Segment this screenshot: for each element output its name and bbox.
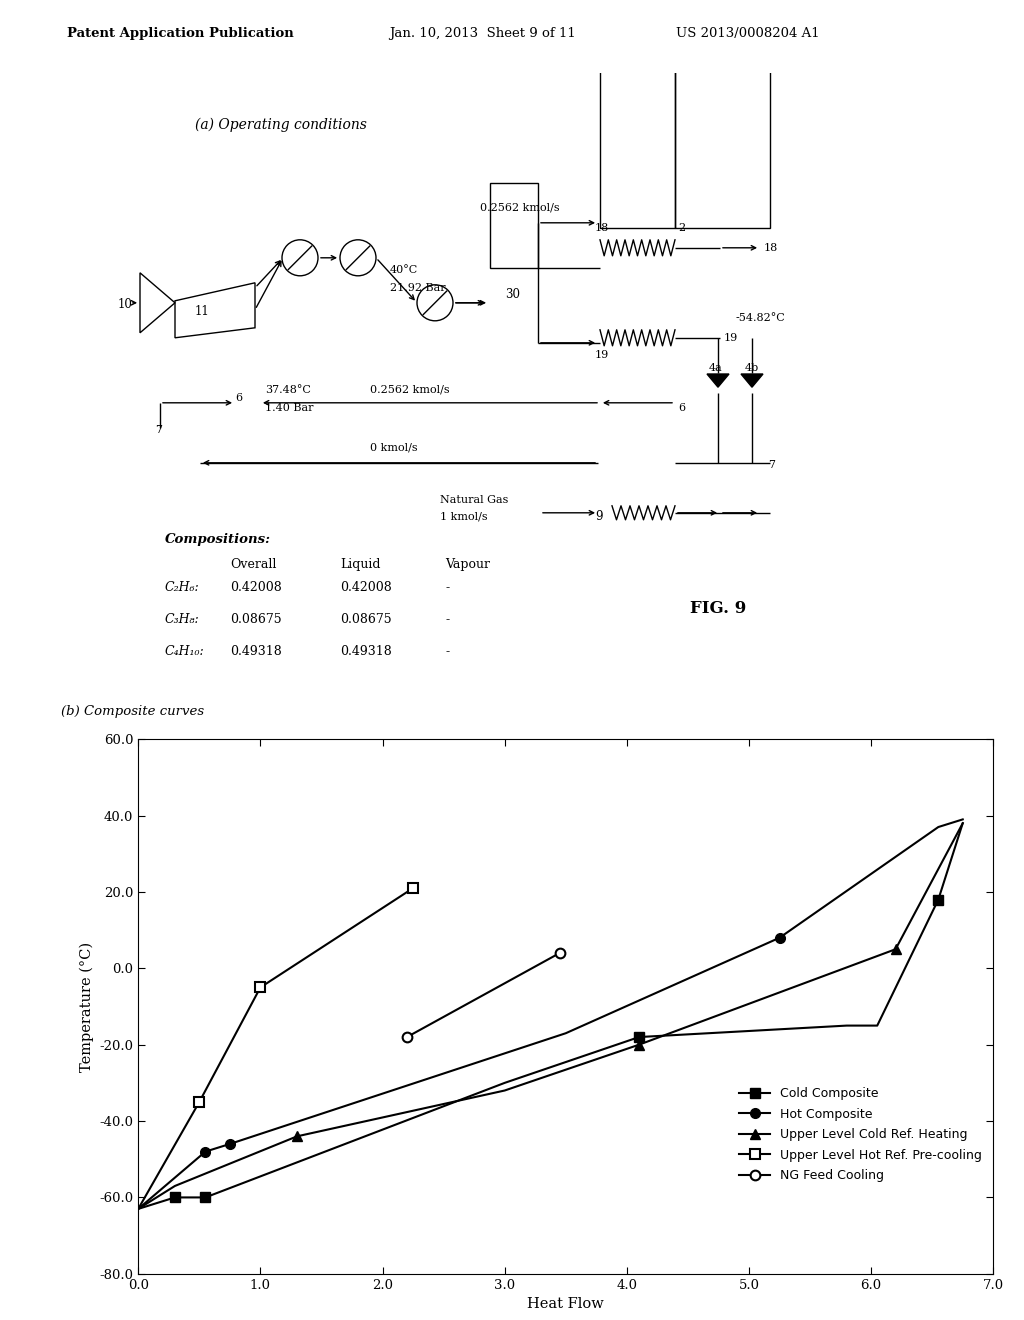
X-axis label: Heat Flow: Heat Flow bbox=[527, 1298, 604, 1311]
Text: 7: 7 bbox=[155, 425, 162, 434]
Text: C₃H₈:: C₃H₈: bbox=[165, 612, 200, 626]
Text: 21.92 Bar: 21.92 Bar bbox=[390, 282, 445, 293]
Text: Jan. 10, 2013  Sheet 9 of 11: Jan. 10, 2013 Sheet 9 of 11 bbox=[389, 26, 575, 40]
Text: 18: 18 bbox=[595, 223, 609, 232]
Text: 6: 6 bbox=[678, 403, 685, 413]
Text: 0.42008: 0.42008 bbox=[340, 581, 392, 594]
Y-axis label: Temperature (°C): Temperature (°C) bbox=[79, 941, 94, 1072]
Bar bbox=[675, 0, 770, 228]
Text: 1 kmol/s: 1 kmol/s bbox=[440, 512, 487, 521]
Circle shape bbox=[417, 285, 453, 321]
Text: (a) Operating conditions: (a) Operating conditions bbox=[195, 117, 367, 132]
Text: 0.2562 kmol/s: 0.2562 kmol/s bbox=[480, 203, 560, 213]
Circle shape bbox=[282, 240, 318, 276]
Text: (b) Composite curves: (b) Composite curves bbox=[61, 705, 205, 718]
Text: 19: 19 bbox=[595, 350, 609, 360]
Circle shape bbox=[340, 240, 376, 276]
Text: 4b: 4b bbox=[745, 363, 759, 372]
Text: 0.42008: 0.42008 bbox=[230, 581, 282, 594]
Upper Level Hot Ref. Pre-cooling bbox=[194, 1094, 206, 1110]
NG Feed Cooling bbox=[554, 945, 566, 961]
Text: 0.08675: 0.08675 bbox=[340, 612, 391, 626]
Upper Level Cold Ref. Heating bbox=[633, 1036, 645, 1052]
Upper Level Cold Ref. Heating bbox=[890, 941, 902, 957]
Line: Upper Level Hot Ref. Pre-cooling: Upper Level Hot Ref. Pre-cooling bbox=[195, 883, 418, 1107]
Text: -: - bbox=[445, 612, 450, 626]
Bar bbox=[490, 182, 538, 268]
Text: -: - bbox=[445, 644, 450, 657]
Text: Liquid: Liquid bbox=[340, 558, 381, 570]
Text: 11: 11 bbox=[195, 305, 210, 318]
Legend: Cold Composite, Hot Composite, Upper Level Cold Ref. Heating, Upper Level Hot Re: Cold Composite, Hot Composite, Upper Lev… bbox=[734, 1082, 987, 1188]
Text: 0.08675: 0.08675 bbox=[230, 612, 282, 626]
Text: 0.49318: 0.49318 bbox=[340, 644, 392, 657]
Text: Compositions:: Compositions: bbox=[165, 533, 271, 545]
Text: 30: 30 bbox=[505, 288, 520, 301]
Text: -54.82°C: -54.82°C bbox=[736, 313, 785, 323]
Text: C₄H₁₀:: C₄H₁₀: bbox=[165, 644, 205, 657]
Text: 18: 18 bbox=[764, 243, 778, 253]
Text: 4a: 4a bbox=[709, 363, 723, 372]
Text: 9: 9 bbox=[595, 510, 602, 523]
Upper Level Hot Ref. Pre-cooling bbox=[407, 880, 419, 896]
Line: Upper Level Cold Ref. Heating: Upper Level Cold Ref. Heating bbox=[292, 944, 900, 1142]
Text: 0.2562 kmol/s: 0.2562 kmol/s bbox=[370, 385, 450, 395]
Text: 2: 2 bbox=[678, 223, 685, 232]
Text: -: - bbox=[445, 581, 450, 594]
Text: 40°C: 40°C bbox=[390, 265, 418, 275]
Text: Vapour: Vapour bbox=[445, 558, 490, 570]
Upper Level Cold Ref. Heating bbox=[291, 1129, 303, 1144]
Text: 37.48°C: 37.48°C bbox=[265, 385, 311, 395]
Text: Natural Gas: Natural Gas bbox=[440, 495, 508, 504]
Text: C₂H₆:: C₂H₆: bbox=[165, 581, 200, 594]
Text: Patent Application Publication: Patent Application Publication bbox=[67, 26, 293, 40]
Text: 7: 7 bbox=[768, 459, 775, 470]
Text: 6: 6 bbox=[234, 393, 242, 403]
Polygon shape bbox=[741, 374, 763, 387]
Upper Level Hot Ref. Pre-cooling bbox=[254, 979, 266, 995]
Bar bbox=[600, 0, 675, 228]
NG Feed Cooling bbox=[400, 1030, 413, 1045]
Text: 1.40 Bar: 1.40 Bar bbox=[265, 403, 313, 413]
Text: FIG. 9: FIG. 9 bbox=[690, 599, 746, 616]
Text: US 2013/0008204 A1: US 2013/0008204 A1 bbox=[676, 26, 819, 40]
Line: NG Feed Cooling: NG Feed Cooling bbox=[402, 948, 564, 1041]
Text: 19: 19 bbox=[724, 333, 738, 343]
Text: Overall: Overall bbox=[230, 558, 276, 570]
Text: 0 kmol/s: 0 kmol/s bbox=[370, 442, 418, 453]
Text: 0.49318: 0.49318 bbox=[230, 644, 282, 657]
Text: 10: 10 bbox=[118, 298, 133, 310]
Polygon shape bbox=[707, 374, 729, 387]
